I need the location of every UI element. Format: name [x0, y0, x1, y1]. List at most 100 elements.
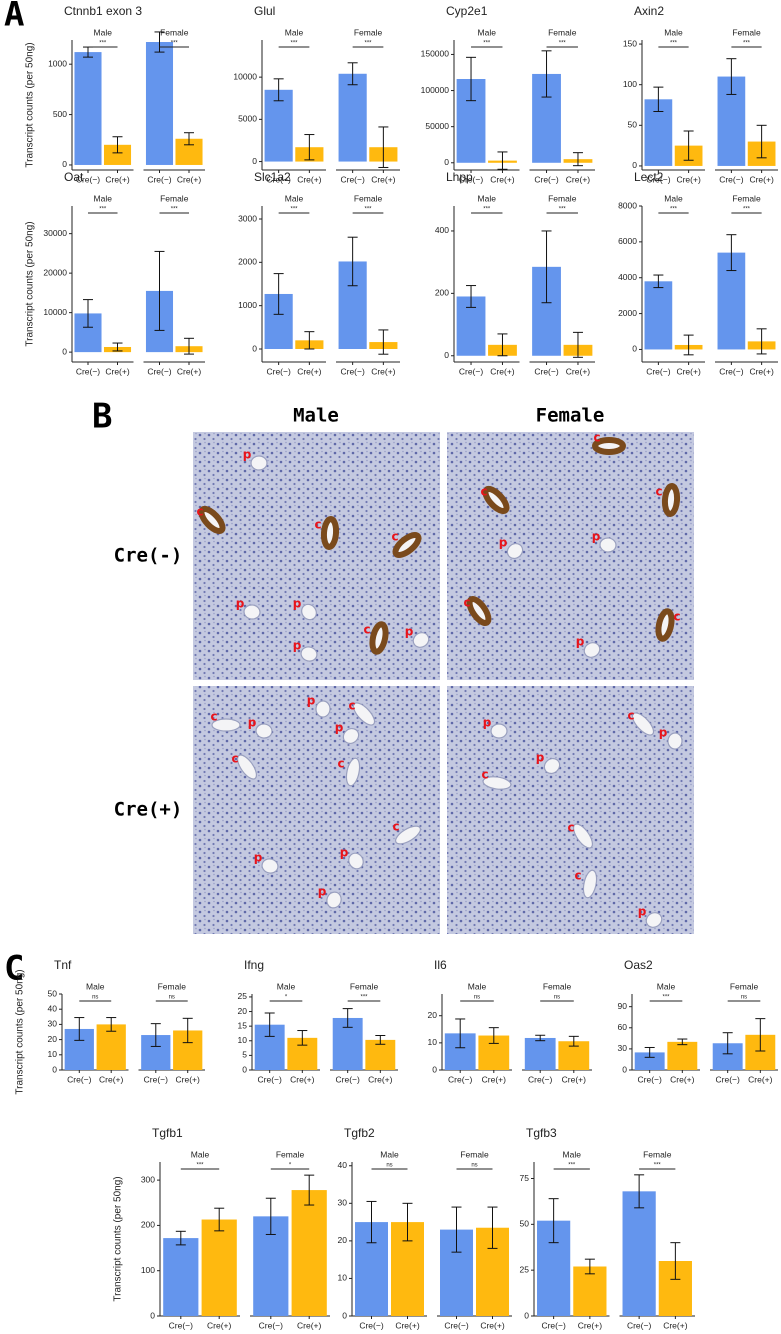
significance-label: ***	[171, 207, 179, 213]
significance-label: ns	[386, 1163, 392, 1169]
error-bar	[572, 152, 583, 167]
vessel	[300, 646, 318, 662]
facet-label: Female	[160, 193, 189, 203]
x-tick-label: Cre(−)	[169, 1320, 193, 1330]
bar	[145, 42, 174, 165]
y-tick-label: 100	[141, 1265, 155, 1275]
vessel-label: p	[405, 625, 414, 639]
y-tick-label: 1000	[48, 58, 67, 68]
x-tick-label: Cre(−)	[534, 366, 558, 376]
y-tick-label: 50	[628, 120, 638, 130]
y-tick-label: 10000	[233, 71, 257, 81]
facet-label: Male	[380, 1149, 399, 1159]
y-tick-label: 20	[428, 1010, 438, 1020]
y-tick-label: 400	[435, 225, 449, 235]
y-tick-label: 0	[252, 156, 257, 166]
x-tick-label: Cre(+)	[371, 174, 395, 184]
y-tick-label: 5	[242, 1050, 247, 1060]
y-tick-label: 2000	[238, 257, 257, 267]
vessel-label: c	[574, 869, 581, 883]
vessel	[250, 455, 268, 471]
x-tick-label: Cre(−)	[67, 1074, 91, 1084]
y-tick-label: 0	[444, 157, 449, 167]
y-axis-label: Transcript counts (per 50ng)	[15, 969, 26, 1094]
micrograph: c c c p p c c p	[447, 431, 694, 680]
vessel	[599, 537, 617, 553]
x-tick-label: Cre(−)	[541, 1320, 565, 1330]
vessel-label: p	[659, 726, 668, 740]
tissue	[447, 432, 694, 680]
chart: Tgfb2 0 10 20 30 40 Male Cre(−) Cre(+) ns Female Cr…	[338, 1126, 512, 1330]
error-bar	[184, 132, 195, 146]
y-tick-label: 150	[623, 38, 637, 48]
column-label: Female	[536, 405, 605, 427]
error-bar	[154, 250, 165, 331]
error-bar	[572, 331, 583, 358]
facet-label: Male	[664, 193, 683, 203]
vessel-label: c	[196, 505, 203, 519]
y-tick-label: 0	[632, 160, 637, 170]
chart: Il6 0 10 20 Male Cre(−) Cre(+) ns Female Cre(−) Cr…	[428, 958, 592, 1084]
facet-label: Female	[160, 27, 189, 37]
chart: Lhpp 0 200 400 Male Cre(−) Cre(+) *** Female Cre(…	[435, 170, 595, 376]
x-tick-label: Cre(−)	[646, 366, 670, 376]
x-tick-label: Cre(−)	[459, 174, 483, 184]
x-tick-label: Cre(+)	[490, 366, 514, 376]
y-tick-label: 15	[238, 1020, 248, 1030]
vessel-label: c	[231, 752, 238, 766]
x-tick-label: Cre(−)	[258, 1074, 282, 1084]
x-tick-label: Cre(−)	[340, 366, 364, 376]
facet-label: Female	[548, 27, 577, 37]
facet-label: Female	[276, 1149, 305, 1159]
y-tick-label: 25	[238, 991, 248, 1001]
error-bar	[265, 1197, 276, 1235]
error-bar	[214, 1207, 225, 1232]
x-tick-label: Cre(−)	[719, 366, 743, 376]
y-tick-label: 20	[238, 1006, 248, 1016]
error-bar	[756, 124, 767, 159]
facet-label: Male	[657, 981, 676, 991]
bar	[644, 281, 673, 350]
vessel-label: c	[480, 485, 487, 499]
error-bar	[653, 86, 664, 112]
chart-title: Tgfb3	[526, 1126, 557, 1140]
error-bar	[653, 274, 664, 289]
micrograph: p c c c p p c p p	[193, 432, 440, 680]
x-tick-label: Cre(+)	[297, 174, 321, 184]
vessel-label: p	[254, 851, 263, 865]
significance-label: ***	[364, 41, 372, 47]
vessel	[198, 505, 226, 535]
y-tick-label: 5000	[238, 114, 257, 124]
facet-label: Female	[354, 193, 383, 203]
error-bar	[378, 126, 389, 168]
vessel-label: p	[307, 694, 316, 708]
facet-label: Male	[478, 27, 497, 37]
vessel-label: p	[318, 885, 327, 899]
error-bar	[466, 56, 477, 102]
error-bar	[154, 31, 165, 53]
bar	[667, 1041, 698, 1070]
chart-title: Oas2	[624, 958, 653, 972]
y-tick-label: 300	[141, 1174, 155, 1184]
vessel-label: p	[243, 448, 252, 462]
vessel	[345, 757, 361, 787]
y-axis-label: Transcript counts (per 50ng)	[113, 1176, 124, 1301]
significance-label: ns	[741, 995, 747, 1001]
x-tick-label: Cre(+)	[177, 174, 201, 184]
vessel	[490, 723, 508, 739]
error-bar	[402, 1202, 413, 1242]
chart-title: Tgfb2	[344, 1126, 375, 1140]
vessel	[315, 700, 331, 718]
x-tick-label: Cre(+)	[566, 366, 590, 376]
bar	[524, 1037, 556, 1070]
error-bar	[466, 285, 477, 308]
vessel-label: c	[567, 821, 574, 835]
x-tick-label: Cre(−)	[719, 174, 743, 184]
vessel	[412, 632, 430, 648]
error-bar	[150, 1023, 161, 1047]
y-tick-label: 30000	[43, 228, 67, 238]
error-bar	[106, 1017, 117, 1032]
y-tick-label: 0	[524, 1310, 529, 1320]
x-tick-label: Cre(+)	[670, 1074, 694, 1084]
error-bar	[273, 273, 284, 315]
